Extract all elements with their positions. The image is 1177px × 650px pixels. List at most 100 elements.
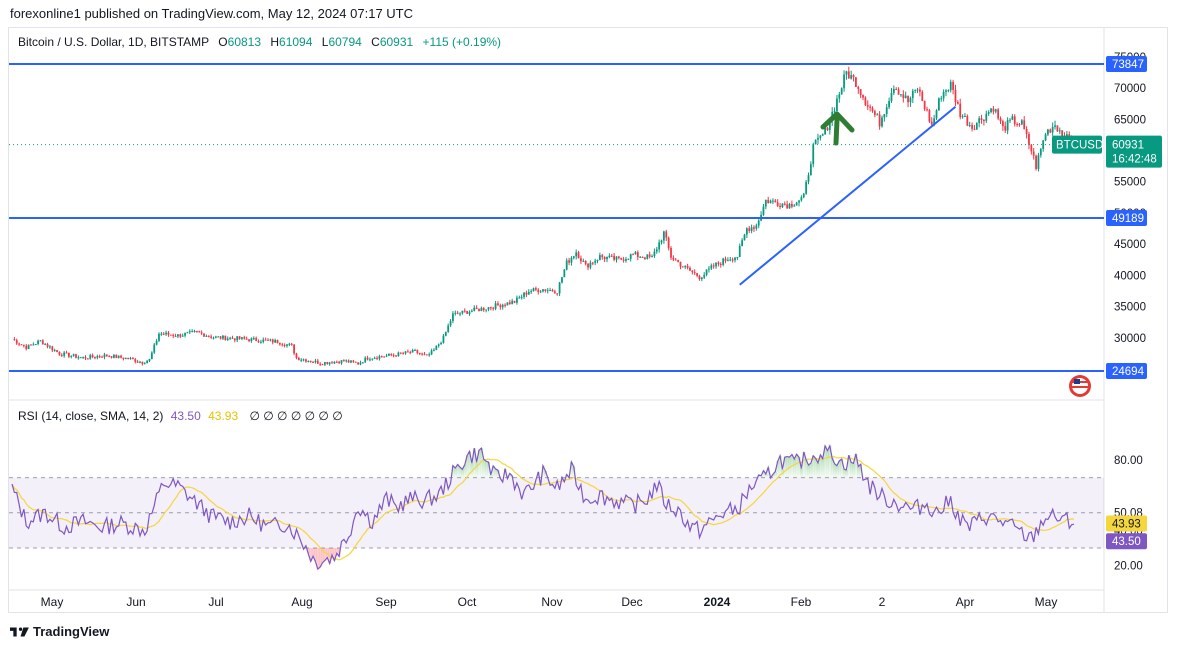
rsi-oversold-fill (330, 548, 334, 555)
candle-body (56, 350, 58, 352)
candle-body (587, 263, 589, 268)
candle-body (333, 361, 336, 364)
candle-body (75, 354, 77, 358)
candle-body (563, 269, 566, 278)
candle-body (141, 361, 144, 364)
high-label: H (270, 35, 280, 49)
candle-body (568, 260, 570, 263)
level-price-badge (1106, 210, 1147, 227)
candle-body (233, 338, 236, 341)
candle-body (219, 336, 222, 339)
candle-body (506, 302, 509, 306)
candle-body (238, 336, 241, 339)
candle-body (653, 251, 656, 257)
candle-body (409, 351, 412, 353)
candle-body (295, 353, 298, 358)
time-axis-label: 2 (879, 595, 886, 609)
candle-body (262, 339, 265, 342)
candle-body (1047, 129, 1049, 135)
candle-body (309, 360, 312, 362)
candle-body (774, 200, 777, 203)
candle-body (945, 90, 947, 92)
rsi-overbought-fill (809, 463, 813, 478)
time-axis-label: Dec (621, 595, 642, 609)
candle-body (684, 265, 687, 267)
candle-body (423, 353, 426, 355)
candle-body (162, 333, 165, 335)
candle-body (755, 225, 758, 229)
candle-body (501, 304, 504, 308)
rsi-oversold-fill (309, 548, 313, 562)
candle-body (833, 111, 836, 113)
candle-body (217, 336, 220, 338)
rsi-overbought-fill (859, 464, 863, 478)
candle-body (812, 144, 815, 165)
rsi-overbought-fill (845, 469, 848, 478)
rsi-overbought-fill (831, 458, 834, 478)
rsi-overbought-fill (484, 461, 488, 478)
candle-body (814, 139, 817, 145)
candle-body (909, 98, 912, 103)
candle-body (203, 333, 205, 337)
candle-body (44, 344, 47, 346)
candle-body (105, 354, 108, 356)
rsi-overbought-fill (489, 474, 493, 478)
candle-body (513, 300, 516, 303)
candle-body (757, 220, 760, 226)
candle-body (127, 357, 130, 360)
candle-body (636, 252, 639, 258)
candle-body (762, 206, 765, 215)
candle-body (508, 302, 511, 305)
candle-body (838, 94, 841, 99)
candle-body (523, 292, 525, 297)
candle-body (940, 98, 943, 100)
candle-body (603, 257, 606, 260)
candle-body (881, 117, 883, 127)
candle-body (70, 355, 73, 357)
level-price-label: 73847 (1112, 59, 1144, 71)
rsi-sma-value: 43.93 (208, 409, 239, 423)
candle-body (859, 89, 862, 96)
candle-body (388, 353, 390, 356)
candle-body (651, 256, 653, 258)
candle-body (629, 254, 632, 259)
candle-body (667, 237, 670, 249)
candle-body (347, 360, 350, 363)
candle-body (442, 335, 445, 343)
candle-body (414, 349, 416, 351)
candle-body (475, 307, 478, 309)
symbol-name: Bitcoin / U.S. Dollar, 1D, BITSTAMP (18, 35, 209, 49)
candle-body (248, 339, 250, 342)
candle-body (999, 118, 1002, 122)
time-axis-label: Jun (126, 595, 145, 609)
candle-body (954, 89, 957, 103)
rsi-overbought-fill (849, 462, 853, 478)
rsi-overbought-fill (767, 467, 770, 478)
candle-body (250, 338, 253, 342)
candle-body (406, 351, 409, 353)
candle-body (380, 356, 383, 358)
candle-body (148, 359, 151, 361)
candle-body (598, 255, 601, 260)
candle-body (437, 344, 440, 346)
level-price-badge (1106, 56, 1147, 72)
price-tick-label: 55000 (1114, 177, 1146, 189)
candle-body (648, 254, 651, 257)
candle-body (468, 311, 471, 314)
rsi-oversold-fill (333, 548, 336, 561)
candle-body (767, 199, 770, 204)
candle-body (390, 353, 393, 356)
candle-body (155, 340, 158, 345)
candle-body (596, 259, 599, 261)
candle-body (146, 360, 149, 364)
candle-body (196, 330, 198, 332)
time-axis-label: Jul (208, 595, 223, 609)
candle-body (1020, 120, 1023, 125)
candle-body (786, 204, 789, 209)
candle-body (369, 359, 371, 361)
rsi-overbought-fill (461, 469, 464, 478)
candle-body (1042, 140, 1045, 149)
candle-body (693, 272, 696, 274)
candle-body (734, 257, 736, 261)
